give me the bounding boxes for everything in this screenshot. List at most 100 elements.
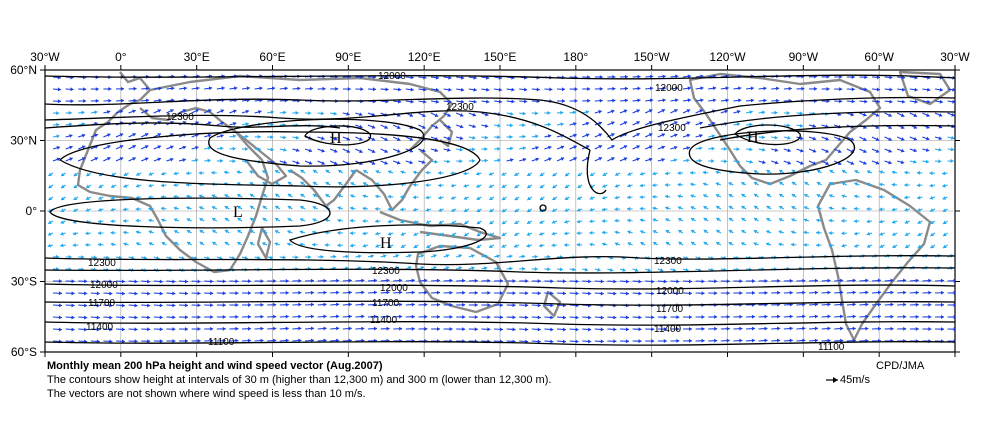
wind-vector-head	[486, 99, 490, 104]
wind-vector-head	[827, 278, 831, 283]
wind-vector-head	[564, 231, 568, 236]
wind-vector-head	[675, 98, 679, 103]
wind-vector-head	[714, 291, 718, 296]
wind-vector-head	[121, 291, 125, 296]
wind-vector-head	[210, 303, 214, 308]
wind-vector-head	[622, 268, 626, 272]
wind-vector-head	[60, 196, 65, 201]
wind-vector-head	[411, 326, 415, 331]
wind-vector-head	[249, 229, 254, 234]
wind-vector-head	[397, 99, 402, 104]
contour-pacific-trough	[586, 149, 607, 195]
wind-vector-head	[338, 169, 342, 174]
wind-vector-head	[611, 121, 615, 125]
wind-vector-head	[409, 137, 413, 141]
wind-vector-head	[184, 327, 188, 332]
wind-vector-head	[664, 194, 669, 199]
wind-vector-head	[436, 302, 440, 307]
wind-vector-head	[350, 194, 354, 198]
wind-vector-head	[891, 207, 896, 212]
wind-vector-head	[925, 148, 930, 152]
wind-vector-head	[652, 194, 656, 199]
wind-vector-head	[598, 133, 602, 137]
wind-vector-head	[324, 243, 328, 248]
wind-vector-head	[463, 183, 468, 188]
wind-vector-head	[852, 278, 856, 283]
wind-vector-head	[851, 75, 855, 80]
wind-vector-head	[98, 184, 103, 188]
wind-vector-head	[71, 279, 75, 284]
contour-low-africa	[49, 197, 331, 229]
wind-vector-head	[800, 161, 804, 165]
wind-vector-head	[913, 148, 917, 153]
wind-vector-head	[928, 327, 932, 332]
wind-vector-head	[678, 229, 682, 234]
wind-vector-head	[123, 172, 128, 176]
wind-vector-head	[396, 137, 401, 141]
wind-vector-head	[148, 206, 152, 211]
wind-vector-head	[526, 220, 531, 224]
wind-vector-head	[260, 302, 264, 307]
wind-vector-head	[184, 315, 188, 320]
wind-vector-head	[237, 217, 242, 222]
wind-vector-head	[573, 133, 577, 138]
wind-vector-head	[751, 290, 755, 295]
wind-vector-head	[483, 254, 488, 259]
contour-12000-south	[45, 283, 955, 290]
wind-vector-head	[651, 291, 655, 296]
wind-vector-head	[68, 254, 72, 259]
contour-label: 12300	[658, 123, 686, 134]
wind-vector-head	[375, 170, 380, 174]
wind-vector-head	[841, 243, 845, 248]
wind-vector-head	[827, 302, 831, 307]
wind-vector-head	[938, 113, 943, 117]
wind-vector-head	[841, 231, 845, 236]
wind-vector-head	[413, 207, 417, 212]
wind-vector-head	[930, 220, 934, 224]
wind-vector-head	[777, 278, 781, 283]
wind-vector-head	[841, 206, 845, 211]
wind-vector-head	[550, 339, 554, 344]
wind-vector-head	[802, 314, 806, 319]
wind-vector-head	[172, 327, 176, 332]
wind-vector-head	[273, 290, 277, 295]
wind-vector-head	[118, 255, 122, 260]
wind-vector-head	[287, 193, 292, 198]
wind-vector-head	[535, 145, 539, 150]
wind-vector-head	[600, 279, 604, 284]
wind-vector-head	[589, 242, 593, 247]
wind-vector-head	[789, 338, 793, 343]
wind-vector-head	[81, 133, 86, 138]
wind-vector-head	[313, 169, 317, 174]
wind-vector-head	[56, 122, 60, 127]
wind-vector-head	[509, 123, 513, 128]
wind-vector-head	[120, 86, 124, 91]
wind-vector-head	[728, 242, 733, 246]
wind-vector-head	[262, 217, 267, 222]
wind-vector-head	[110, 196, 115, 200]
source-credit: CPD/JMA	[876, 360, 925, 372]
wind-vector-head	[123, 242, 127, 247]
wind-vector-head	[135, 207, 139, 212]
wind-vector-head	[726, 338, 730, 343]
wind-vector-head	[690, 194, 694, 199]
wind-vector-head	[816, 181, 821, 186]
wind-vector-head	[236, 182, 241, 186]
wind-vector-head	[235, 279, 239, 284]
wind-vector-head	[106, 110, 111, 114]
lon-label: 30°E	[184, 50, 210, 64]
wind-vector-head	[673, 145, 678, 150]
wind-vector-head	[123, 195, 127, 200]
wind-vector-head	[400, 170, 404, 175]
wind-vector-head	[915, 326, 919, 331]
wind-vector-head	[943, 232, 947, 237]
wind-vector-head	[173, 183, 177, 188]
wind-vector-head	[499, 303, 503, 308]
wind-vector-head	[686, 133, 691, 138]
wind-vector-head	[726, 326, 730, 331]
wind-vector-head	[196, 86, 200, 91]
wind-vector-head	[287, 169, 292, 174]
wind-vector-head	[410, 87, 414, 92]
wind-vector-head	[888, 113, 892, 117]
wind-vector-head	[624, 98, 628, 103]
